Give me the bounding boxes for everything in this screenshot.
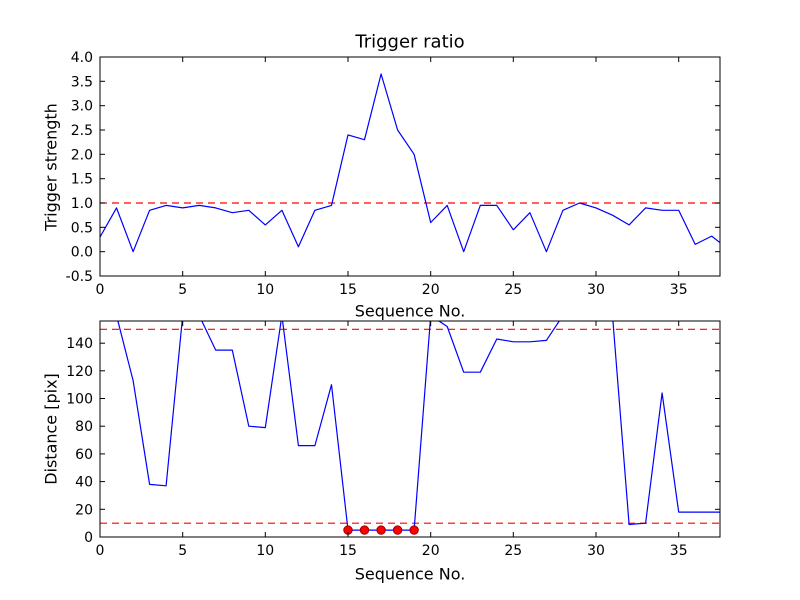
y-tick-label: 3.5 [71, 74, 93, 90]
y-tick-label: 100 [66, 392, 93, 408]
x-tick-label: 10 [256, 543, 274, 559]
distance-line [117, 321, 720, 531]
y-tick-label: 0 [84, 530, 93, 546]
y-tick-label: 2.0 [71, 147, 93, 163]
y-tick-label: 1.0 [71, 196, 93, 212]
y-tick-label: 80 [75, 419, 93, 435]
y-tick-label: -0.5 [66, 269, 93, 285]
x-tick-label: 20 [422, 282, 440, 298]
y-tick-label: 60 [75, 447, 93, 463]
triggered-point-marker [376, 525, 386, 535]
x-tick-label: 35 [670, 282, 688, 298]
top-chart-title: Trigger ratio [355, 31, 465, 53]
x-tick-label: 30 [587, 282, 605, 298]
x-tick-label: 5 [178, 282, 187, 298]
y-tick-label: 1.5 [71, 172, 93, 188]
axes-frame [99, 56, 721, 277]
triggered-point-marker [392, 525, 403, 535]
top-y-axis-label: Trigger strength [41, 103, 61, 231]
x-tick-label: 10 [256, 282, 274, 298]
y-tick-label: 140 [66, 336, 93, 352]
x-tick-label: 15 [339, 543, 357, 559]
y-tick-label: 40 [75, 475, 93, 491]
top-x-axis-label: Sequence No. [354, 301, 466, 321]
x-tick-label: 0 [96, 543, 105, 559]
y-tick-label: 2.5 [71, 123, 93, 139]
x-tick-label: 35 [670, 543, 688, 559]
x-tick-label: 15 [339, 282, 357, 298]
y-tick-label: 120 [66, 364, 93, 380]
trigger-strength-line [100, 73, 720, 253]
y-tick-label: 0.5 [71, 220, 93, 236]
x-tick-label: 25 [504, 543, 522, 559]
bottom-y-axis-label: Distance [pix] [41, 373, 61, 485]
y-tick-label: 4.0 [71, 50, 93, 66]
triggered-point-marker [359, 525, 370, 535]
x-tick-label: 20 [422, 543, 440, 559]
y-tick-label: 3.0 [71, 99, 93, 115]
x-tick-label: 25 [504, 282, 522, 298]
x-tick-label: 30 [587, 543, 605, 559]
bottom-x-axis-label: Sequence No. [354, 564, 466, 584]
y-tick-label: 20 [75, 502, 93, 518]
axes-frame [99, 320, 721, 538]
top-chart: 0 5 10 15 20 25 30 35 -0.5 0.0 0.5 1.0 1.5 2.0 2.5 3.0 3… [66, 50, 721, 298]
y-tick-label: 0.0 [71, 245, 93, 261]
x-tick-label: 5 [178, 543, 187, 559]
bottom-chart: 0 5 10 15 20 25 30 35 0 20 40 60 80 100 120 140 [66, 320, 721, 559]
triggered-point-marker [409, 525, 419, 535]
x-tick-label: 0 [96, 282, 105, 298]
